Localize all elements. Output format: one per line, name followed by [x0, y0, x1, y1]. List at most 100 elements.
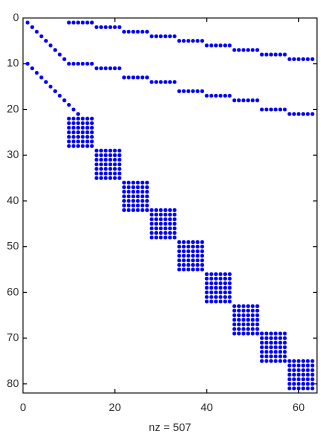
nonzero-point — [172, 34, 177, 39]
nonzero-point — [223, 93, 228, 98]
nonzero-point — [39, 75, 44, 80]
nonzero-point — [191, 240, 195, 244]
nonzero-point — [168, 226, 172, 231]
nonzero-point — [255, 48, 260, 52]
nonzero-point — [269, 336, 273, 341]
y-tick-label: 70 — [7, 332, 19, 344]
nonzero-point — [209, 281, 214, 286]
nonzero-point — [232, 322, 237, 327]
nonzero-point — [99, 66, 103, 71]
nonzero-point — [163, 217, 168, 222]
nonzero-point — [259, 331, 264, 336]
nonzero-point — [80, 125, 85, 130]
nonzero-point — [71, 20, 76, 25]
nonzero-point — [131, 194, 136, 199]
nonzero-point — [57, 93, 62, 98]
nonzero-point — [67, 121, 71, 126]
nonzero-point — [191, 258, 195, 263]
nonzero-point — [296, 386, 301, 391]
nonzero-point — [85, 135, 90, 139]
nonzero-point — [218, 281, 223, 286]
nonzero-point — [94, 148, 99, 153]
nonzero-point — [99, 148, 103, 153]
nonzero-point — [310, 386, 315, 391]
y-tick-label: 40 — [7, 195, 19, 207]
nonzero-point — [122, 29, 126, 34]
nonzero-point — [209, 295, 214, 299]
nonzero-point — [154, 221, 159, 226]
nonzero-point — [172, 235, 177, 240]
nonzero-point — [44, 38, 48, 43]
nonzero-point — [90, 61, 94, 66]
nonzero-point — [200, 240, 205, 244]
nonzero-point — [292, 372, 296, 377]
nonzero-point — [99, 176, 103, 180]
nonzero-point — [131, 189, 136, 194]
nonzero-point — [168, 231, 172, 235]
nonzero-point — [158, 221, 163, 226]
nonzero-point — [191, 249, 195, 254]
nonzero-point — [269, 107, 273, 112]
nonzero-point — [278, 349, 283, 354]
nonzero-point — [214, 272, 218, 276]
nonzero-point — [108, 176, 113, 180]
nonzero-point — [273, 340, 278, 345]
nonzero-point — [195, 240, 200, 244]
nonzero-point — [131, 29, 136, 34]
nonzero-point — [168, 80, 172, 84]
nonzero-point — [103, 176, 108, 180]
nonzero-point — [117, 25, 122, 30]
nonzero-point — [112, 153, 117, 158]
nonzero-point — [76, 116, 81, 121]
nonzero-point — [177, 240, 182, 244]
nonzero-point — [163, 34, 168, 39]
nonzero-point — [163, 212, 168, 217]
nonzero-point — [76, 125, 81, 130]
nonzero-point — [172, 221, 177, 226]
nonzero-point — [292, 363, 296, 368]
nonzero-point — [250, 308, 255, 313]
nonzero-point — [108, 25, 113, 30]
x-tick-label: 40 — [201, 402, 213, 414]
nonzero-point — [237, 322, 241, 327]
nonzero-point — [214, 285, 218, 290]
nonzero-point — [223, 285, 228, 290]
nonzero-point — [223, 299, 228, 304]
nonzero-point — [227, 295, 232, 299]
nonzero-point — [71, 135, 76, 139]
nonzero-point — [204, 285, 209, 290]
nonzero-point — [241, 322, 246, 327]
nonzero-point — [204, 290, 209, 295]
nonzero-point — [76, 144, 81, 148]
nonzero-point — [76, 61, 81, 66]
nonzero-point — [259, 354, 264, 359]
nonzero-point — [191, 38, 195, 43]
nonzero-point — [154, 80, 159, 84]
nonzero-point — [218, 285, 223, 290]
nonzero-point — [122, 203, 126, 208]
nonzero-point — [140, 203, 145, 208]
nonzero-point — [90, 139, 94, 144]
nonzero-point — [282, 349, 287, 354]
nonzero-point — [246, 322, 250, 327]
nonzero-point — [282, 331, 287, 336]
nonzero-point — [292, 377, 296, 382]
nonzero-point — [108, 66, 113, 71]
nonzero-point — [250, 313, 255, 318]
nonzero-point — [301, 372, 306, 377]
nonzero-point — [214, 276, 218, 281]
nonzero-point — [287, 359, 292, 363]
nonzero-point — [223, 276, 228, 281]
nonzero-point — [296, 57, 301, 62]
nonzero-point — [112, 148, 117, 153]
nonzero-point — [223, 290, 228, 295]
nonzero-point — [71, 107, 76, 112]
nonzero-point — [94, 157, 99, 162]
nonzero-point — [195, 253, 200, 258]
nonzero-point — [145, 29, 149, 34]
nonzero-point — [103, 171, 108, 176]
nonzero-point — [108, 171, 113, 176]
nonzero-point — [158, 235, 163, 240]
nonzero-point — [310, 363, 315, 368]
nonzero-point — [255, 327, 260, 331]
